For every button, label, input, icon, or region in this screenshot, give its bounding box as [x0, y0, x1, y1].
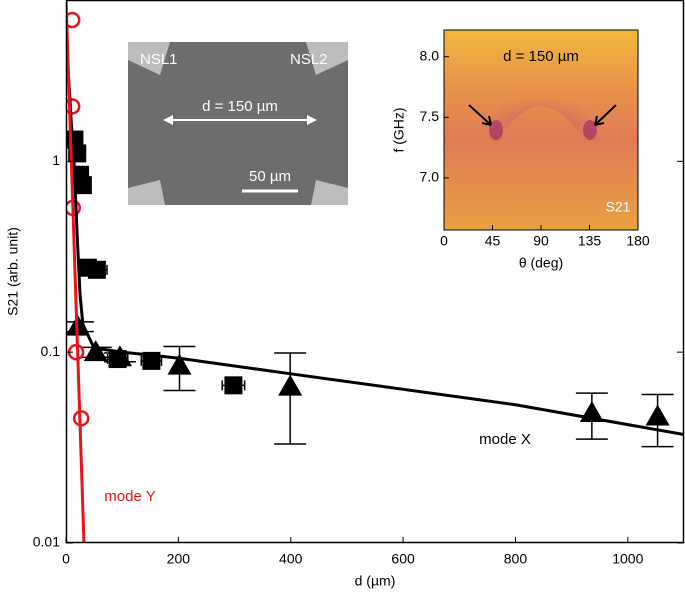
y-tick-label: 8.0: [420, 47, 440, 63]
x-tick-label: 1000: [612, 551, 643, 567]
hotspot: [489, 120, 503, 140]
x-axis-label: d (µm): [355, 573, 396, 589]
x-axis-label: θ (deg): [519, 255, 563, 271]
square-marker: [224, 376, 243, 395]
x-tick-label: 0: [440, 233, 448, 249]
arrow: [468, 104, 492, 126]
annotation: mode X: [479, 431, 531, 448]
electrode: [311, 180, 348, 205]
triangle-marker: [645, 404, 670, 426]
fit-line: [66, 62, 684, 437]
distance-label: d = 150 µm: [202, 98, 278, 115]
fit-line: [66, 0, 86, 543]
x-tick-label: 90: [533, 233, 549, 249]
sem-label: NSL2: [290, 51, 328, 68]
x-tick-label: 45: [485, 233, 501, 249]
triangle-marker: [167, 353, 192, 375]
y-tick-label: 7.5: [420, 108, 440, 124]
x-tick-label: 0: [62, 551, 70, 567]
y-tick-label: 0.1: [41, 343, 61, 359]
hotspot: [583, 120, 597, 140]
y-tick-label: 1: [52, 152, 60, 168]
electrode: [306, 42, 348, 75]
x-tick-label: 200: [167, 551, 191, 567]
y-axis-label: S21 (arb. unit): [5, 227, 21, 316]
inset-title: d = 150 µm: [503, 48, 579, 65]
plot-area: [66, 0, 684, 543]
triangle-marker: [107, 345, 132, 367]
square-marker: [73, 176, 92, 195]
triangle-marker: [83, 340, 108, 362]
y-tick-label: 0.01: [33, 534, 60, 550]
x-tick-label: 600: [391, 551, 415, 567]
square-marker: [87, 260, 106, 279]
triangle-marker: [278, 374, 303, 396]
sem-inset: NSL1 NSL2 d = 150 µm 50 µm: [128, 42, 348, 205]
y-tick-label: 7.0: [420, 169, 440, 185]
error-bar: [274, 352, 307, 445]
arrow-head: [163, 115, 173, 125]
electrode: [128, 42, 170, 75]
x-tick-label: 400: [279, 551, 303, 567]
circle-marker: [66, 11, 81, 29]
inset-label: S21: [606, 199, 631, 215]
x-tick-label: 800: [504, 551, 528, 567]
x-tick-label: 135: [578, 233, 602, 249]
heatmap: [444, 30, 638, 230]
sem-label: NSL1: [140, 51, 178, 68]
y-axis-label: f (GHz): [391, 107, 407, 152]
x-tick-label: 180: [626, 233, 650, 249]
arrow: [594, 104, 617, 126]
scale-label: 50 µm: [249, 168, 291, 185]
arrow-head: [307, 115, 317, 125]
sem-image: [128, 42, 348, 205]
axes-frame: [65, 0, 685, 544]
electrode: [128, 180, 165, 205]
annotation: mode Y: [104, 488, 155, 505]
circle-marker: [66, 98, 81, 115]
